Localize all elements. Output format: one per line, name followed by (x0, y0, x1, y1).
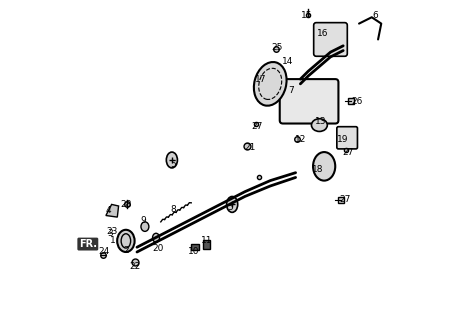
Text: 16: 16 (316, 28, 327, 38)
Text: 18: 18 (311, 165, 323, 174)
Text: 13: 13 (315, 117, 326, 126)
FancyBboxPatch shape (313, 23, 347, 56)
Text: 11: 11 (200, 236, 212, 245)
Text: 27: 27 (251, 122, 263, 131)
Text: 3: 3 (107, 229, 113, 238)
Text: 26: 26 (351, 97, 362, 106)
Text: 10: 10 (188, 247, 199, 257)
Text: 6: 6 (371, 11, 377, 20)
Text: 21: 21 (243, 143, 255, 152)
Text: 4: 4 (105, 206, 111, 215)
Ellipse shape (226, 196, 237, 212)
Bar (190, 244, 198, 251)
Text: FR.: FR. (79, 239, 97, 249)
Ellipse shape (166, 152, 177, 168)
Text: 23: 23 (106, 227, 117, 236)
Text: 28: 28 (120, 200, 131, 209)
Ellipse shape (312, 152, 335, 180)
Text: 25: 25 (270, 43, 282, 52)
Text: 27: 27 (338, 195, 350, 204)
Text: 27: 27 (342, 148, 353, 156)
Text: 7: 7 (288, 86, 293, 95)
Text: 9: 9 (140, 216, 146, 225)
Text: 15: 15 (300, 11, 312, 20)
Bar (203, 240, 209, 249)
Text: 1: 1 (110, 236, 116, 245)
Ellipse shape (152, 233, 159, 242)
Text: 12: 12 (294, 135, 306, 144)
Text: 14: 14 (281, 57, 293, 66)
Text: 2: 2 (123, 246, 129, 255)
Text: 17: 17 (254, 75, 266, 84)
FancyBboxPatch shape (336, 127, 357, 149)
Text: 19: 19 (337, 135, 348, 144)
Ellipse shape (141, 222, 149, 231)
Ellipse shape (311, 119, 327, 132)
Text: 5: 5 (227, 203, 233, 212)
FancyBboxPatch shape (279, 79, 337, 124)
Text: 22: 22 (129, 262, 141, 271)
Ellipse shape (117, 230, 134, 252)
Text: 24: 24 (98, 247, 109, 257)
Text: 8: 8 (170, 205, 176, 214)
Polygon shape (106, 204, 119, 217)
Ellipse shape (253, 62, 286, 106)
Text: 5: 5 (170, 160, 176, 169)
Text: 20: 20 (151, 244, 163, 253)
